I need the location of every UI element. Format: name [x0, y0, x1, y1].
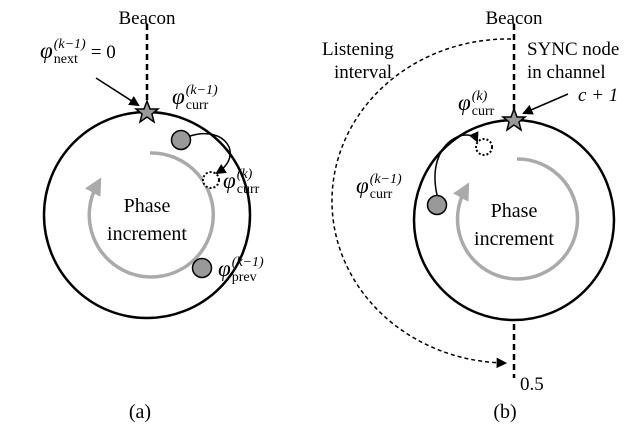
node — [426, 194, 448, 216]
arrow — [189, 132, 231, 175]
math-sup: (k−1) — [232, 255, 264, 270]
phase-arrow — [85, 151, 216, 279]
arrow — [434, 131, 479, 196]
node-next — [475, 138, 493, 156]
caption: (a) — [129, 401, 151, 423]
node — [191, 257, 213, 279]
math-sup: (k) — [472, 89, 488, 104]
math-sup: (k−1) — [370, 172, 402, 187]
arrow — [522, 93, 569, 115]
math-sub: curr — [370, 187, 393, 202]
sync-label: SYNC node — [527, 39, 619, 60]
math-sub: prev — [232, 270, 257, 285]
sync-star — [500, 106, 528, 132]
math-sub: curr — [186, 98, 209, 113]
math-sup: (k−1) — [54, 37, 86, 52]
interval-arc — [331, 38, 512, 369]
math-suffix: = 0 — [91, 42, 116, 63]
center-label: Phase — [124, 195, 171, 217]
panel-a: Beacon Phase increment (a) — [42, 8, 252, 423]
math-sup: (k−1) — [186, 83, 218, 98]
node — [170, 129, 192, 151]
math-sub: curr — [472, 104, 495, 119]
math-base: φ — [356, 173, 369, 198]
node-next — [202, 171, 220, 189]
math-base: φ — [218, 256, 231, 281]
math-base: φ — [223, 168, 236, 193]
center-label: Phase — [491, 200, 538, 222]
center-label: increment — [474, 228, 554, 250]
interval-label: Listening — [322, 39, 394, 60]
sync-label: in channel — [527, 62, 606, 83]
sync-label: c + 1 — [578, 85, 618, 106]
sync-star — [133, 98, 161, 124]
half-mark: 0.5 — [520, 374, 544, 395]
arrow — [95, 77, 140, 107]
interval-label: interval — [334, 62, 392, 83]
math-sub: next — [54, 52, 78, 67]
beacon-label: Beacon — [119, 8, 176, 29]
math-base: φ — [40, 38, 53, 63]
math-base: φ — [172, 84, 185, 109]
phase-arrow — [453, 157, 580, 281]
math-base: φ — [458, 90, 471, 115]
center-label: increment — [107, 223, 187, 245]
math-sup: (k) — [237, 167, 253, 182]
caption: (b) — [493, 401, 516, 423]
math-sub: curr — [237, 182, 260, 197]
beacon-label: Beacon — [486, 8, 543, 29]
panel-b: Beacon Phase increment Listening interva… — [322, 8, 619, 423]
